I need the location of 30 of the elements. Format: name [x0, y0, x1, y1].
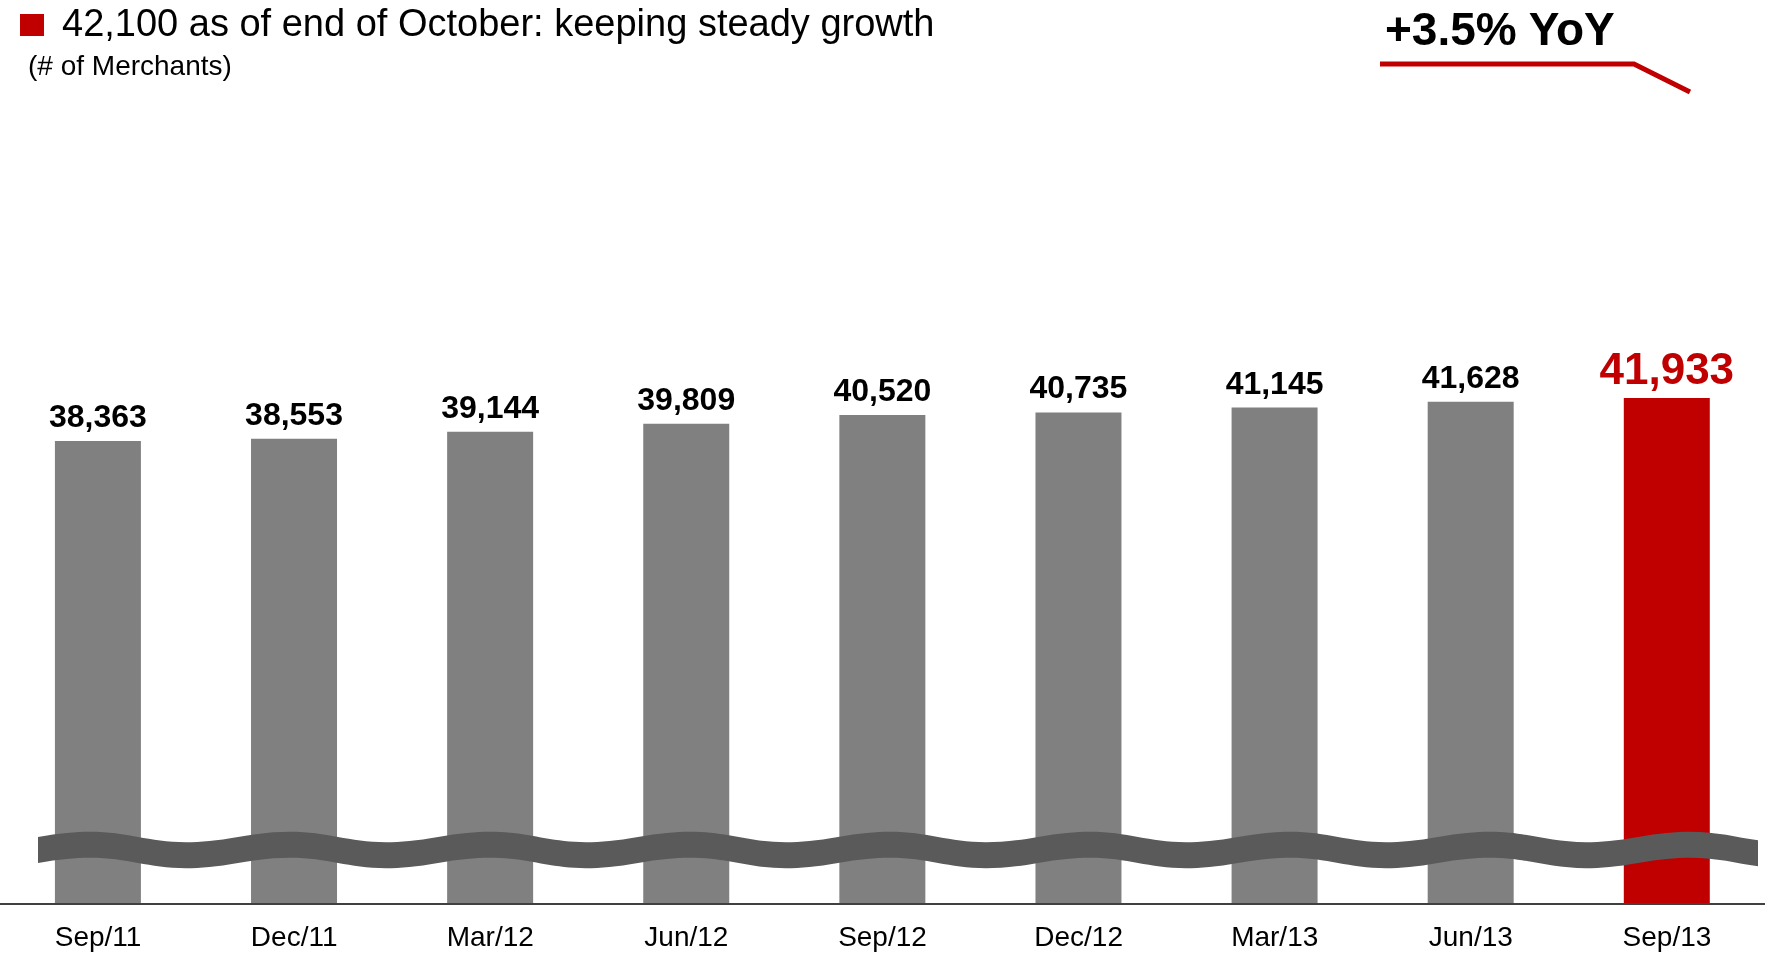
x-tick-label: Mar/13 — [1231, 920, 1319, 952]
x-tick-label: Sep/13 — [1622, 920, 1712, 952]
bar — [1427, 401, 1514, 904]
data-label: 41,933 — [1599, 344, 1735, 394]
chart-title: 42,100 as of end of October: keeping steady growth — [62, 2, 935, 45]
text: +3.5% YoY — [1385, 2, 1615, 56]
data-label: 41,628 — [1421, 358, 1520, 395]
bar — [1623, 398, 1710, 904]
bar — [643, 423, 730, 904]
data-label: 40,735 — [1029, 369, 1128, 406]
chart-subtitle: (# of Merchants) — [28, 50, 232, 82]
x-tick-label: Dec/11 — [250, 920, 338, 952]
bar — [839, 415, 926, 904]
x-tick-label: Sep/12 — [838, 920, 927, 952]
x-tick-label: Dec/12 — [1034, 920, 1123, 952]
bar — [251, 438, 338, 904]
data-label: 38,553 — [245, 395, 343, 432]
data-label: 41,145 — [1225, 364, 1324, 401]
bar — [1231, 407, 1318, 904]
bar — [54, 441, 141, 904]
x-tick-label: Sep/11 — [54, 920, 142, 952]
data-label: 38,363 — [48, 398, 147, 435]
bar — [1035, 412, 1122, 904]
x-tick-label: Jun/13 — [1428, 920, 1513, 952]
data-label: 40,520 — [833, 372, 932, 409]
bar — [447, 431, 534, 904]
data-label: 39,144 — [441, 388, 540, 425]
x-tick-label: Mar/12 — [446, 920, 534, 952]
data-label: 39,809 — [637, 380, 736, 417]
x-tick-label: Jun/12 — [644, 920, 729, 952]
